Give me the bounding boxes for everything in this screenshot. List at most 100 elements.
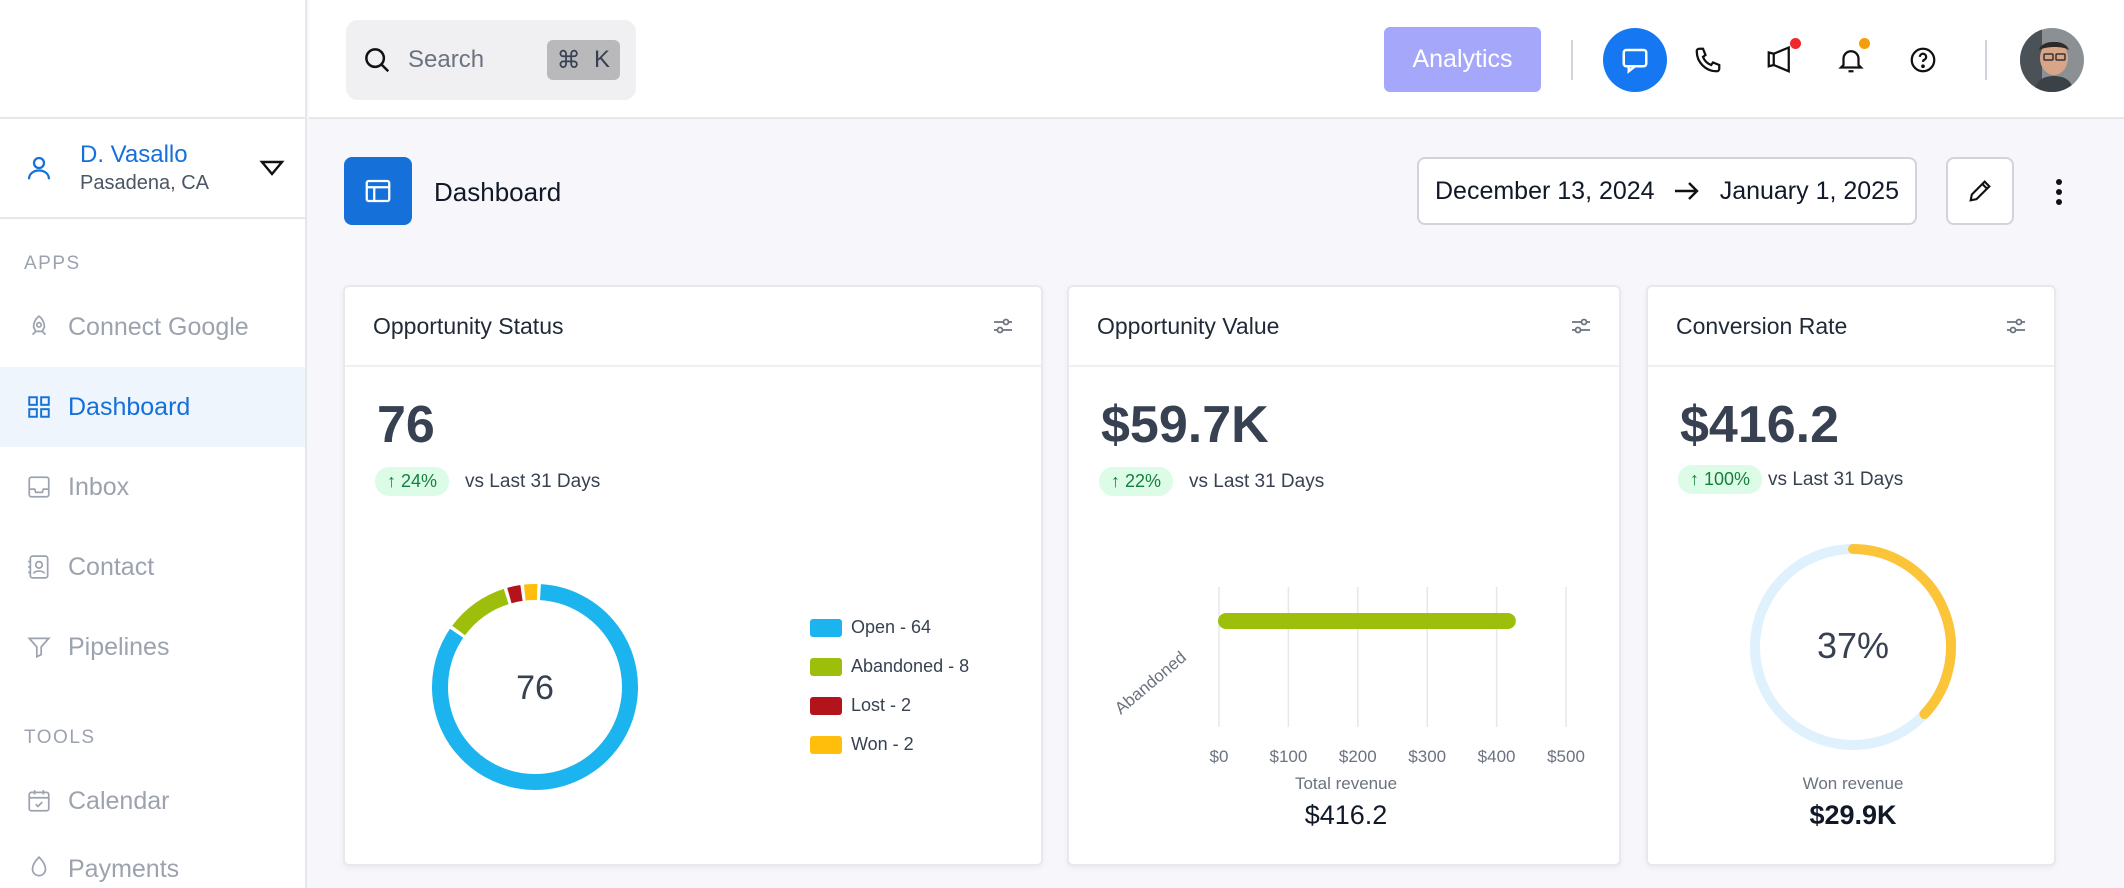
page-header: Dashboard December 13, 2024 January 1, 2… (344, 157, 2124, 227)
sidebar-item-connect-google[interactable]: Connect Google (0, 287, 305, 367)
conversion-rate-card: Conversion Rate $416.2 ↑ 100% vs Last 31… (1646, 285, 2056, 866)
analytics-button[interactable]: Analytics (1384, 27, 1541, 92)
apps-section-label: APPS (24, 253, 81, 274)
sliders-icon[interactable] (1569, 314, 1593, 338)
logo-area (0, 0, 305, 119)
divider (1985, 40, 1987, 80)
sidebar-item-label: Calendar (68, 786, 170, 815)
x-tick-label: $500 (1547, 747, 1585, 766)
opportunity-value-total: $59.7K (1101, 396, 1269, 454)
sidebar-item-label: Dashboard (68, 392, 191, 421)
sidebar-item-label: Inbox (68, 472, 130, 501)
gauge-fill (1848, 544, 1956, 720)
notification-dot (1859, 38, 1870, 49)
status-total: 76 (377, 396, 435, 454)
search-placeholder[interactable]: Search (408, 46, 485, 73)
dashboard-layout-icon (344, 157, 412, 225)
delta-badge: ↑ 22% (1099, 467, 1174, 496)
sidebar-item-dashboard[interactable]: Dashboard (0, 367, 305, 447)
chat-button[interactable] (1603, 28, 1667, 92)
calendar-icon (28, 790, 50, 812)
pencil-icon (1969, 180, 1991, 202)
caret-down-icon[interactable] (259, 157, 285, 179)
inbox-icon (28, 476, 50, 498)
user-icon (27, 156, 51, 180)
legend-swatch (810, 696, 842, 715)
donut-slice-abandoned (452, 588, 509, 636)
legend-item-lost: Lost - 2 (810, 695, 911, 716)
sidebar: D. Vasallo Pasadena, CA APPS Connect Goo… (0, 0, 307, 888)
user-name: D. Vasallo (80, 141, 188, 168)
x-tick-label: $100 (1269, 747, 1307, 766)
contact-icon (28, 555, 49, 579)
user-location: Pasadena, CA (80, 172, 209, 194)
conversion-value: $416.2 (1680, 396, 1840, 454)
shortcut-hint: ⌘ K (546, 40, 620, 80)
sidebar-item-inbox[interactable]: Inbox (0, 447, 305, 527)
top-bar: Search ⌘ K Analytics (309, 0, 2124, 119)
avatar-photo (2020, 28, 2084, 92)
donut-slice-open (432, 584, 638, 790)
date-range-picker[interactable]: December 13, 2024 January 1, 2025 (1417, 157, 1917, 225)
announcements-button[interactable] (1750, 30, 1810, 90)
x-tick-label: $0 (1210, 747, 1229, 766)
total-revenue-caption: Total revenue (1294, 774, 1398, 793)
more-options-button[interactable] (2039, 167, 2079, 217)
legend-swatch (810, 657, 842, 676)
avatar[interactable] (2020, 28, 2084, 92)
legend-label: Open - 64 (851, 617, 932, 637)
user-switcher[interactable]: D. Vasallo Pasadena, CA (0, 119, 305, 219)
help-button[interactable] (1893, 30, 1953, 90)
tools-section-label: TOOLS (24, 727, 96, 748)
conversion-gauge-chart: 37% (1750, 544, 1956, 750)
filter-icon (27, 637, 51, 659)
card-title: Conversion Rate (1676, 312, 1848, 339)
phone-icon (1695, 47, 1721, 73)
comparison-label: vs Last 31 Days (1189, 470, 1325, 492)
sidebar-item-label: Pipelines (68, 632, 170, 661)
sidebar-item-payments[interactable]: Payments (0, 841, 305, 883)
bell-icon (1838, 50, 1864, 73)
delta-badge: ↑ 24% (375, 467, 450, 496)
gauge-center-label: 37% (1817, 625, 1889, 666)
donut-slice-won (523, 584, 538, 601)
legend-label: Won - 2 (851, 734, 914, 754)
card-title: Opportunity Status (373, 312, 564, 339)
legend-item-abandoned: Abandoned - 8 (810, 656, 969, 677)
kebab-icon (2056, 179, 2062, 205)
sliders-icon[interactable] (2004, 314, 2028, 338)
comparison-label: vs Last 31 Days (1768, 468, 1904, 490)
sidebar-item-label: Contact (68, 552, 155, 581)
grid-icon (28, 396, 50, 418)
legend-label: Abandoned - 8 (851, 656, 970, 676)
edit-dashboard-button[interactable] (1946, 157, 2014, 225)
x-tick-label: $200 (1339, 747, 1377, 766)
sidebar-item-calendar[interactable]: Calendar (0, 761, 305, 841)
search-bar[interactable]: Search ⌘ K (346, 20, 636, 100)
shortcut-cmd: ⌘ (556, 46, 581, 74)
sidebar-item-contact[interactable]: Contact (0, 527, 305, 607)
sidebar-item-label: Payments (68, 855, 180, 883)
shortcut-key: K (593, 46, 610, 73)
search-icon (365, 48, 390, 73)
status-donut-chart: 76 (432, 584, 638, 790)
legend-label: Lost - 2 (851, 695, 912, 715)
total-revenue-value: $416.2 (1304, 800, 1388, 830)
x-tick-label: $300 (1408, 747, 1446, 766)
sidebar-item-label: Connect Google (68, 312, 249, 341)
rocket-icon (31, 315, 47, 336)
notifications-button[interactable] (1821, 30, 1881, 90)
delta-badge: ↑ 100% (1678, 465, 1763, 494)
payments-icon (31, 855, 47, 877)
date-start: December 13, 2024 (1435, 176, 1655, 205)
sidebar-item-pipelines[interactable]: Pipelines (0, 607, 305, 687)
legend-item-won: Won - 2 (810, 734, 914, 755)
bar-end (1506, 613, 1509, 629)
sliders-icon[interactable] (991, 314, 1015, 338)
arrow-right-icon (1675, 182, 1699, 200)
phone-button[interactable] (1678, 30, 1738, 90)
legend-swatch (810, 735, 842, 754)
opportunity-status-card: Opportunity Status 76 ↑ 24% vs Last 31 D… (343, 285, 1043, 866)
donut-slice-lost (507, 585, 523, 604)
legend-item-open: Open - 64 (810, 617, 931, 638)
